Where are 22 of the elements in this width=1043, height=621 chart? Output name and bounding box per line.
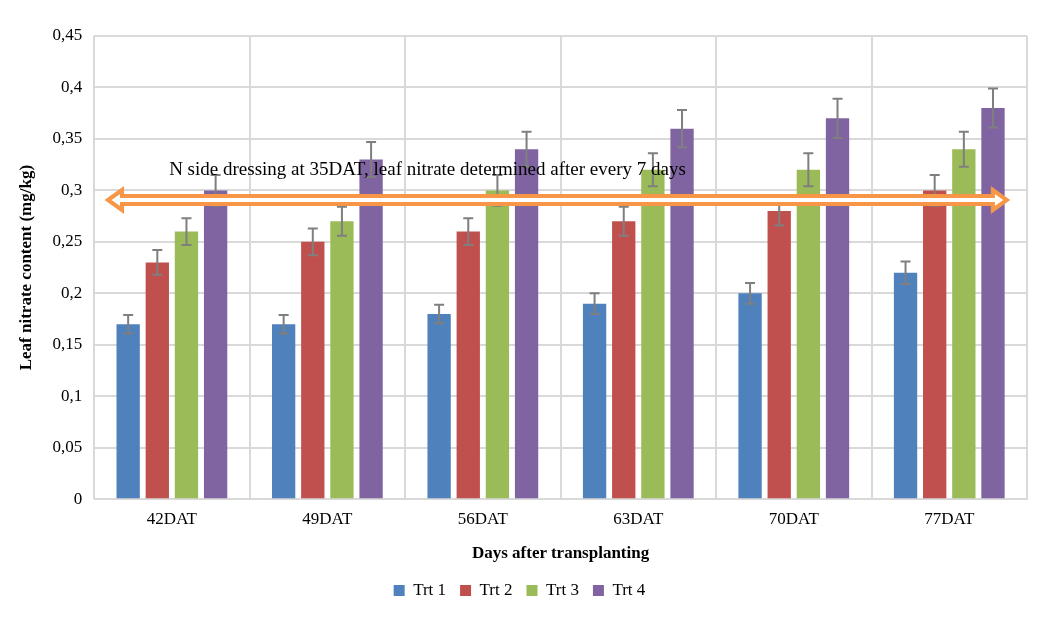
y-tick-label: 0,35 xyxy=(52,128,83,148)
x-tick-label: 49DAT xyxy=(302,508,353,528)
y-tick-label: 0,2 xyxy=(60,282,83,302)
legend-label: Trt 1 xyxy=(413,579,447,599)
y-axis-title: Leaf nitrate content (mg/kg) xyxy=(15,164,35,371)
y-tick-label: 0,45 xyxy=(52,25,83,45)
legend-label: Trt 2 xyxy=(479,579,513,599)
x-tick-label: 63DAT xyxy=(613,508,664,528)
x-tick-label: 42DAT xyxy=(146,508,198,528)
y-tick-label: 0,05 xyxy=(52,437,83,457)
y-tick-label: 0,1 xyxy=(60,385,83,405)
y-tick-label: 0,4 xyxy=(60,76,83,96)
legend-label: Trt 4 xyxy=(612,579,646,599)
y-tick-label: 0 xyxy=(73,488,83,508)
legend-label: Trt 3 xyxy=(546,579,579,599)
y-tick-label: 0,25 xyxy=(52,231,83,251)
y-tick-label: 0,15 xyxy=(52,334,83,354)
x-tick-label: 70DAT xyxy=(768,508,820,528)
y-tick-label: 0,3 xyxy=(60,179,83,199)
x-tick-label: 56DAT xyxy=(457,508,509,528)
x-tick-label: 77DAT xyxy=(924,508,975,528)
x-axis-title: Days after transplanting xyxy=(471,543,650,563)
